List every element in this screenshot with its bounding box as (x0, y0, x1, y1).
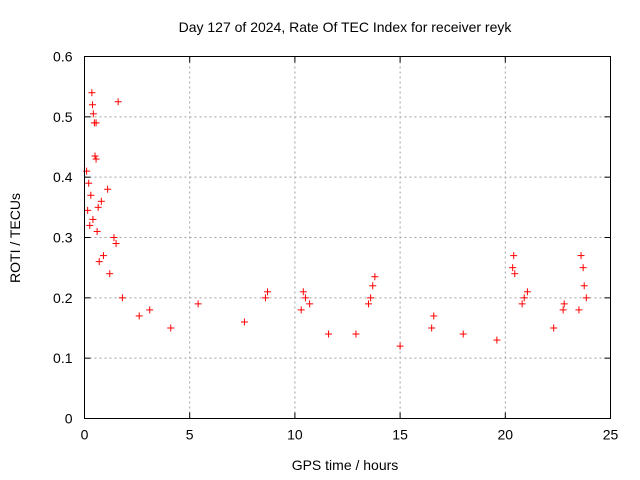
x-tick-labels: 0 5 10 15 20 25 (81, 427, 619, 443)
y-tick-label: 0 (65, 411, 73, 427)
y-tick-label: 0.4 (53, 169, 73, 185)
data-point (575, 306, 583, 314)
data-point (112, 240, 120, 248)
data-point (365, 300, 373, 308)
data-point (89, 215, 97, 223)
data-point (97, 197, 105, 205)
data-point (84, 206, 92, 214)
x-tick-label: 5 (186, 427, 194, 443)
data-point (88, 89, 96, 97)
data-point (299, 288, 307, 296)
data-point (264, 288, 272, 296)
y-tick-label: 0.5 (53, 109, 73, 125)
data-point (518, 300, 526, 308)
data-point (577, 252, 585, 260)
data-point (459, 330, 467, 338)
data-point (301, 294, 309, 302)
x-tick-label: 10 (287, 427, 303, 443)
data-point (85, 179, 93, 187)
data-point (146, 306, 154, 314)
data-point (93, 227, 101, 235)
data-point (511, 270, 519, 278)
data-point (325, 330, 333, 338)
scatter-marks (83, 89, 590, 350)
data-point (367, 294, 375, 302)
data-point (194, 300, 202, 308)
data-point (352, 330, 360, 338)
data-point (92, 155, 100, 163)
data-point (523, 288, 531, 296)
y-tick-labels: 0 0.1 0.2 0.3 0.4 0.5 0.6 (53, 49, 73, 427)
data-point (104, 185, 112, 193)
data-point (87, 191, 95, 199)
data-point (550, 324, 558, 332)
data-point (510, 252, 518, 260)
x-tick-label: 0 (81, 427, 89, 443)
data-point (118, 294, 126, 302)
y-tick-label: 0.1 (53, 350, 73, 366)
data-point (493, 336, 501, 344)
data-point (106, 270, 114, 278)
chart-title: Day 127 of 2024, Rate Of TEC Index for r… (179, 19, 513, 35)
data-point (428, 324, 436, 332)
data-point (114, 98, 122, 106)
data-point (110, 234, 118, 241)
plot-frame (84, 56, 611, 419)
data-point (509, 264, 517, 272)
data-point (261, 294, 269, 302)
data-point (167, 324, 175, 332)
data-point (92, 119, 100, 127)
y-tick-label: 0.2 (53, 290, 73, 306)
data-point (371, 273, 379, 281)
data-point (430, 312, 438, 320)
data-point (95, 258, 103, 266)
data-point (579, 264, 587, 272)
data-point (559, 306, 567, 314)
data-point (94, 203, 102, 211)
y-axis-title: ROTI / TECUs (7, 193, 23, 283)
data-point (99, 252, 107, 260)
data-point (306, 300, 314, 308)
data-point (580, 282, 588, 290)
data-point (86, 221, 94, 229)
x-tick-label: 20 (498, 427, 514, 443)
data-point (297, 306, 305, 314)
data-point (520, 294, 528, 302)
data-point (396, 342, 404, 350)
data-point (91, 152, 99, 160)
y-tick-label: 0.3 (53, 230, 73, 246)
grid (84, 56, 611, 419)
data-point (560, 300, 568, 308)
data-point (89, 110, 97, 118)
data-point (582, 294, 590, 302)
y-tick-label: 0.6 (53, 49, 73, 65)
x-tick-label: 25 (603, 427, 619, 443)
x-axis-title: GPS time / hours (292, 457, 399, 473)
data-point (369, 282, 377, 290)
data-point (135, 312, 143, 320)
data-point (240, 318, 248, 326)
x-tick-label: 15 (392, 427, 408, 443)
data-point (88, 101, 96, 109)
